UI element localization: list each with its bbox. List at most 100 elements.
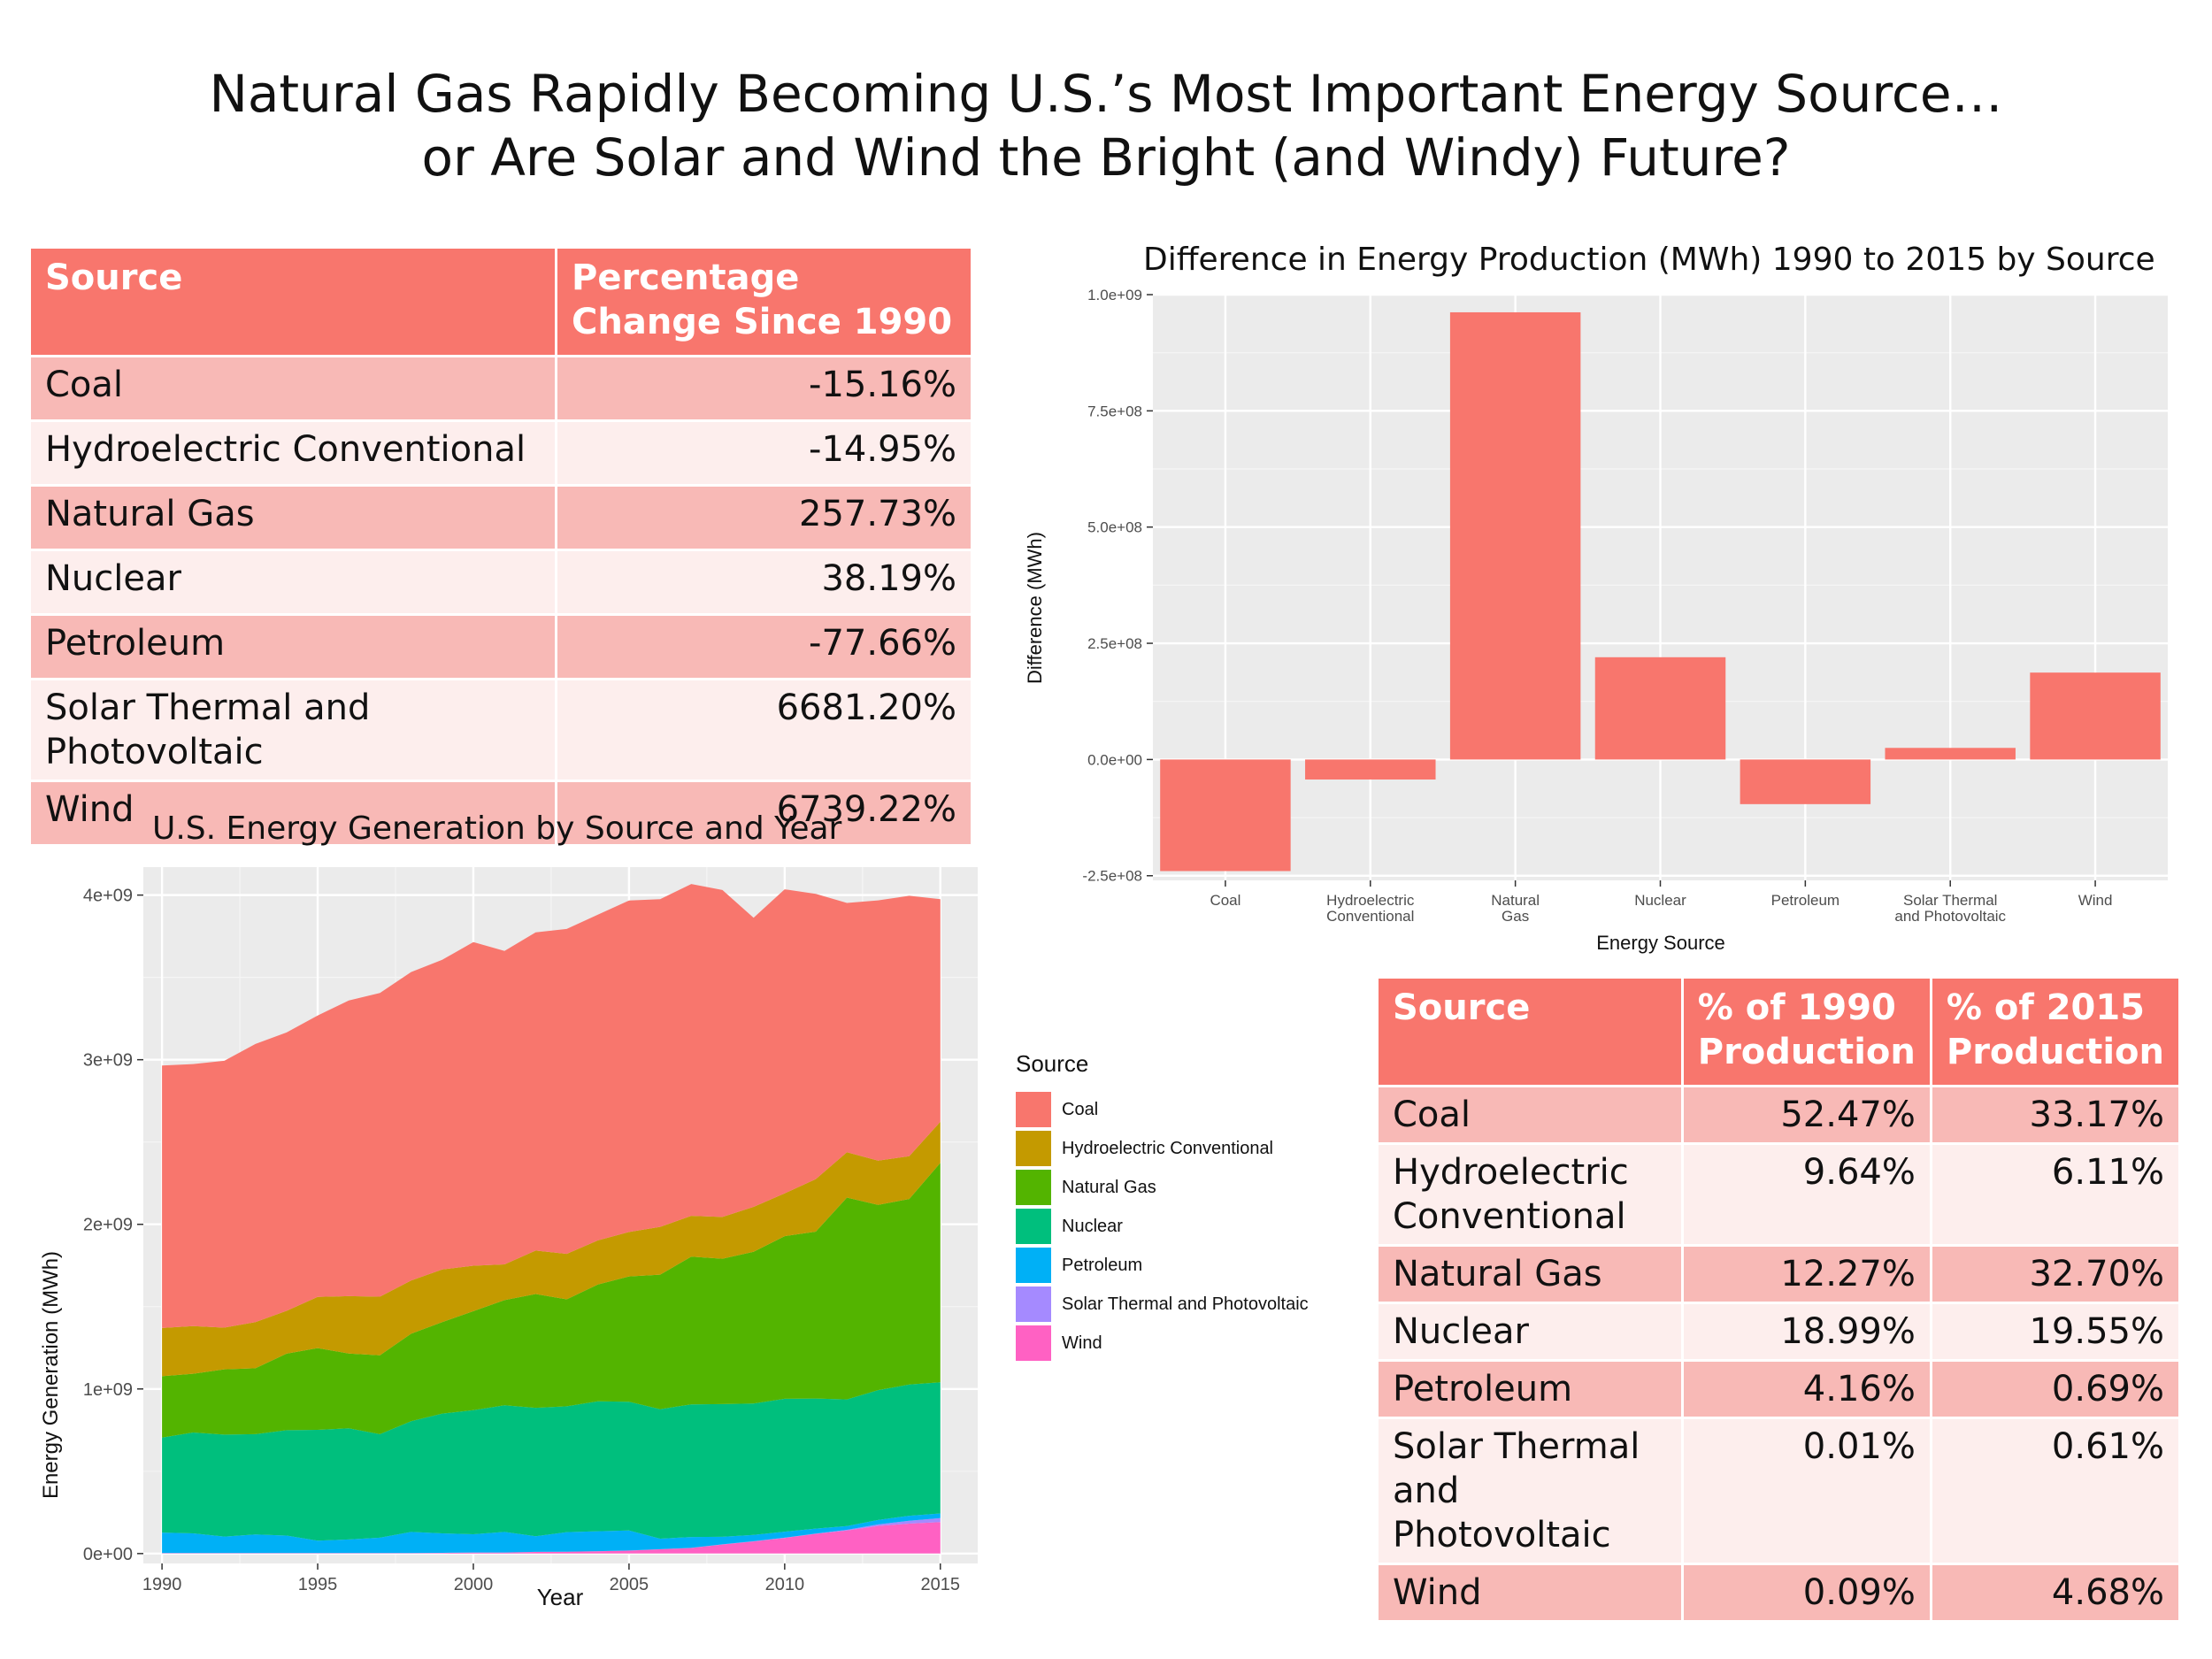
area-chart-y-tick-label: 2e+09	[83, 1216, 133, 1235]
bar-petroleum	[1740, 759, 1871, 804]
table-row: Nuclear 18.99% 19.55%	[1376, 1302, 2182, 1362]
source-cell: Coal	[1376, 1085, 1684, 1145]
source-cell: Nuclear	[28, 549, 557, 616]
area-natural-gas	[162, 1163, 941, 1438]
area-chart-x-label: Year	[537, 1584, 584, 1610]
column-header-1990: % of 1990 Production	[1680, 976, 1932, 1087]
bar-chart-x-tick-label: Conventional	[1326, 908, 1414, 925]
percentage-cell: 257.73%	[555, 484, 973, 551]
pct-1990-cell: 0.09%	[1680, 1563, 1932, 1623]
table-header-row: Source Percentage Change Since 1990	[28, 246, 973, 357]
generation-area-chart: U.S. Energy Generation by Source and Yea…	[39, 810, 978, 1610]
area-hydroelectric-conventional	[162, 1121, 941, 1377]
page-title: Natural Gas Rapidly Becoming U.S.’s Most…	[0, 62, 2212, 189]
table-row: Nuclear 38.19%	[28, 549, 973, 616]
area-chart-y-tick-label: 3e+09	[83, 1051, 133, 1071]
pct-1990-cell: 12.27%	[1680, 1244, 1932, 1304]
pct-2015-cell: 4.68%	[1929, 1563, 2182, 1623]
percentage-cell: 6681.20%	[555, 678, 973, 782]
pct-1990-cell: 4.16%	[1680, 1359, 1932, 1419]
bar-wind	[2030, 672, 2161, 760]
area-chart-y-tick-label: 1e+09	[83, 1380, 133, 1400]
legend-swatch	[1016, 1286, 1051, 1322]
source-cell: Natural Gas	[28, 484, 557, 551]
area-coal	[162, 884, 941, 1328]
bar-nuclear	[1594, 657, 1726, 760]
bar-chart-x-tick-label: Hydroelectric	[1326, 892, 1415, 909]
legend-item: Hydroelectric Conventional	[1016, 1129, 1309, 1168]
pct-2015-cell: 33.17%	[1929, 1085, 2182, 1145]
source-cell: Petroleum	[1376, 1359, 1684, 1419]
legend-item: Nuclear	[1016, 1207, 1309, 1246]
table-row: Coal -15.16%	[28, 355, 973, 422]
table-row: Petroleum -77.66%	[28, 613, 973, 680]
percentage-change-table: Source Percentage Change Since 1990 Coal…	[28, 246, 973, 847]
bar-solar-thermal-and-photovoltaic	[1885, 748, 2016, 760]
legend-item: Wind	[1016, 1324, 1309, 1363]
bar-chart-x-tick-label: Gas	[1502, 908, 1529, 925]
source-cell: Hydroelectric Conventional	[28, 419, 557, 487]
bar-chart-y-tick-label: 7.5e+08	[1087, 403, 1142, 419]
bar-chart-plot-area: -2.5e+08 0.0e+00 2.5e+08 5.0e+08 7.5e+08 1.0e…	[1082, 287, 2168, 925]
legend-label: Coal	[1062, 1099, 1099, 1119]
area-chart-x-tick-label: 2000	[454, 1575, 494, 1594]
area-chart-x-tick-label: 1990	[142, 1575, 182, 1594]
bar-chart-y-label: Difference (MWh)	[1024, 532, 1046, 684]
bar-coal	[1160, 759, 1291, 872]
legend-swatch	[1016, 1170, 1051, 1205]
pct-2015-cell: 0.69%	[1929, 1359, 2182, 1419]
legend-swatch	[1016, 1248, 1051, 1283]
bar-chart-y-tick-label: 2.5e+08	[1087, 635, 1142, 652]
legend-label: Nuclear	[1062, 1216, 1123, 1236]
pct-2015-cell: 0.61%	[1929, 1417, 2182, 1565]
area-chart-y-tick-label: 0e+00	[83, 1545, 133, 1564]
source-cell: Coal	[28, 355, 557, 422]
production-share-table: Source % of 1990 Production % of 2015 Pr…	[1376, 976, 2182, 1623]
pct-2015-cell: 32.70%	[1929, 1244, 2182, 1304]
area-chart-x-tick-label: 2005	[610, 1575, 649, 1594]
bar-chart-y-tick-label: 5.0e+08	[1087, 519, 1142, 536]
table-header-row: Source % of 1990 Production % of 2015 Pr…	[1376, 976, 2182, 1087]
table-row: Wind 0.09% 4.68%	[1376, 1563, 2182, 1623]
bar-chart-x-tick-label: Solar Thermal	[1903, 892, 1997, 909]
bar-chart-y-tick-label: -2.5e+08	[1082, 868, 1142, 885]
table-row: Hydroelectric Conventional 9.64% 6.11%	[1376, 1142, 2182, 1247]
source-cell: Natural Gas	[1376, 1244, 1684, 1304]
source-cell: Wind	[28, 780, 557, 847]
legend-label: Wind	[1062, 1333, 1102, 1353]
area-chart-x-tick-label: 1995	[298, 1575, 338, 1594]
bar-chart-y-tick-label: 1.0e+09	[1087, 287, 1142, 303]
table-row: Hydroelectric Conventional -14.95%	[28, 419, 973, 487]
area-chart-plot-area: 0e+00 1e+09 2e+09 3e+09 4e+09 1990 1995 2000 200…	[83, 867, 978, 1594]
legend-item: Petroleum	[1016, 1246, 1309, 1285]
source-cell: Wind	[1376, 1563, 1684, 1623]
legend-items: Coal Hydroelectric Conventional Natural Ga…	[1016, 1090, 1309, 1363]
pct-1990-cell: 9.64%	[1680, 1142, 1932, 1247]
bar-chart-x-tick-label: Natural	[1491, 892, 1540, 909]
area-chart-x-tick-label: 2010	[765, 1575, 805, 1594]
bar-chart-x-tick-label: Coal	[1210, 892, 1240, 909]
legend-swatch	[1016, 1325, 1051, 1361]
legend-item: Natural Gas	[1016, 1168, 1309, 1207]
percentage-cell: -14.95%	[555, 419, 973, 487]
legend-label: Solar Thermal and Photovoltaic	[1062, 1294, 1309, 1314]
legend-title: Source	[1016, 1050, 1089, 1077]
percentage-cell: 38.19%	[555, 549, 973, 616]
legend-swatch	[1016, 1209, 1051, 1244]
area-chart-y-label: Energy Generation (MWh)	[39, 1251, 63, 1499]
area-chart-title: U.S. Energy Generation by Source and Yea…	[152, 810, 842, 847]
table-row: Solar Thermal and Photovoltaic 0.01% 0.61%	[1376, 1417, 2182, 1565]
bar-chart-y-tick-label: 0.0e+00	[1087, 751, 1142, 768]
column-header-2015: % of 2015 Production	[1929, 976, 2182, 1087]
source-cell: Solar Thermal and Photovoltaic	[28, 678, 557, 782]
source-cell: Solar Thermal and Photovoltaic	[1376, 1417, 1684, 1565]
table-row: Coal 52.47% 33.17%	[1376, 1085, 2182, 1145]
legend-swatch	[1016, 1131, 1051, 1166]
percentage-cell: -77.66%	[555, 613, 973, 680]
bar-natural-gas	[1449, 311, 1581, 760]
table-row: Natural Gas 12.27% 32.70%	[1376, 1244, 2182, 1304]
column-header-source: Source	[28, 246, 557, 357]
area-wind	[162, 1522, 941, 1554]
area-nuclear	[162, 1382, 941, 1541]
bar-chart-x-tick-label: Nuclear	[1634, 892, 1686, 909]
